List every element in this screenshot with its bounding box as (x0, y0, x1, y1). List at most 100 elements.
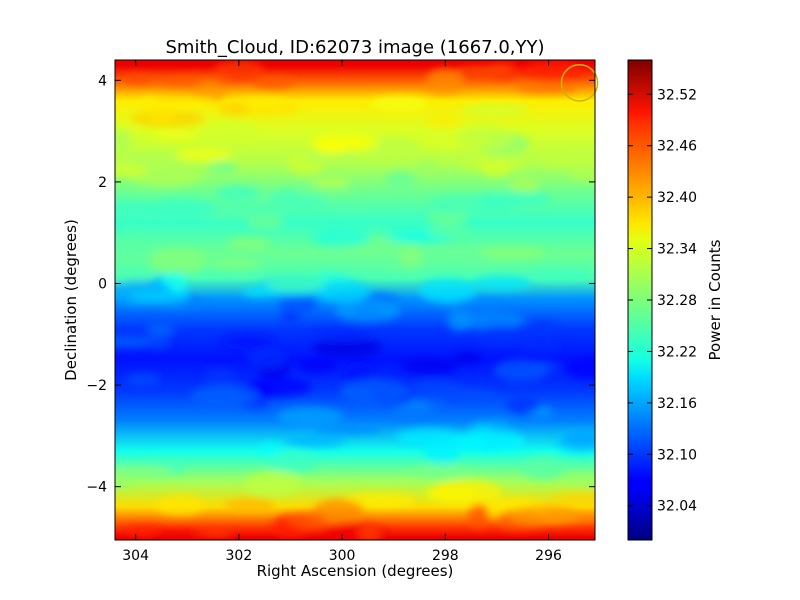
heatmap-patch (124, 373, 161, 387)
heatmap-patch (454, 66, 513, 76)
heatmap-patch (144, 198, 216, 220)
heatmap-patch (509, 505, 581, 525)
heatmap-patch (515, 81, 578, 94)
heatmap-patch (484, 203, 512, 213)
heatmap-patch (221, 334, 277, 350)
heatmap-patch (251, 76, 295, 89)
heatmap-patch (460, 102, 530, 118)
heatmap-patch (115, 164, 148, 177)
heatmap-patch (305, 152, 358, 163)
heatmap-patch (371, 95, 429, 113)
heatmap-patch (568, 171, 595, 180)
heatmap-patch (155, 494, 205, 516)
heatmap-patch (309, 327, 374, 342)
heatmap-patch (312, 227, 371, 247)
heatmap-patch (424, 440, 461, 465)
heatmap-patch (276, 406, 344, 427)
heatmap-patch (115, 127, 133, 154)
heatmap-patch (427, 225, 472, 238)
heatmap-patch (145, 322, 175, 338)
heatmap-patch (407, 248, 478, 261)
colorbar-tick-label: 32.40 (657, 190, 697, 206)
heatmap-patch (247, 348, 288, 369)
heatmap-patch (453, 351, 482, 364)
y-tick-label: −2 (86, 378, 107, 394)
heatmap-patch (148, 335, 172, 350)
heatmap-patch (472, 275, 532, 291)
heatmap-patch (563, 474, 595, 485)
heatmap-patch (343, 492, 418, 507)
heatmap-patch (400, 358, 459, 376)
beam-marker (560, 64, 599, 102)
heatmap-patch (123, 73, 151, 84)
heatmap-patch (153, 131, 199, 140)
heatmap-patch (115, 466, 175, 477)
colorbar-tick-label: 32.46 (657, 139, 697, 155)
heatmap-patch (115, 239, 153, 260)
colorbar-label: Power in Counts (706, 239, 724, 360)
heatmap-patch (521, 338, 562, 351)
heatmap-patch (476, 326, 525, 346)
heatmap-patch (115, 200, 156, 223)
x-tick-label: 300 (329, 548, 356, 564)
heatmap-patch (312, 337, 382, 358)
heatmap-patch (259, 442, 283, 456)
y-tick-label: 0 (98, 276, 107, 292)
heatmap-patch (506, 397, 541, 414)
x-tick-label: 296 (535, 548, 562, 564)
colorbar: 32.52 32.46 32.40 32.34 32.28 32.22 32.16 32.10… (627, 59, 697, 541)
heatmap-patch (426, 212, 468, 225)
heatmap-patch (190, 384, 259, 408)
x-tick-label: 304 (122, 548, 149, 564)
heatmap-patch (478, 191, 551, 207)
heatmap-patch (298, 358, 338, 373)
heatmap-patch (278, 295, 317, 315)
heatmap-patch (148, 530, 210, 540)
heatmap-patch (285, 432, 346, 448)
heatmap-patch (148, 249, 209, 275)
heatmap-patch (208, 161, 238, 176)
heatmap-patch (224, 498, 276, 513)
x-axis: 304 302 300 298 296 (122, 60, 562, 564)
heatmap-patch (127, 162, 203, 187)
plot-frame (114, 59, 596, 541)
colorbar-tick-label: 32.04 (657, 499, 697, 515)
heatmap-patch (209, 259, 262, 270)
colorbar-tick-label: 32.52 (657, 87, 697, 103)
heatmap-patch (200, 208, 268, 220)
colorbar-tick-label: 32.10 (657, 447, 697, 463)
heatmap-patch (219, 101, 250, 116)
heatmap-patch (398, 245, 424, 267)
heatmap-patch (425, 68, 465, 94)
heatmap-patch (418, 278, 477, 304)
heatmap-patch (312, 499, 365, 523)
colorbar-tick-label: 32.22 (657, 344, 697, 360)
heatmap-patch (310, 177, 351, 188)
heatmap-patch (456, 126, 513, 151)
chart-title: Smith_Cloud, ID:62073 image (1667.0,YY) (165, 37, 544, 58)
heatmap-patch (479, 247, 546, 260)
colorbar-tick-label: 32.28 (657, 293, 697, 309)
heatmap-patch (244, 470, 302, 497)
heatmap-patch (115, 268, 150, 284)
heatmap-patch (561, 430, 595, 448)
x-axis-label: Right Ascension (degrees) (257, 562, 454, 580)
heatmap-patch (216, 185, 260, 201)
heatmap-patch (200, 120, 260, 142)
heatmap-patch (295, 183, 359, 196)
heatmap-patch (247, 377, 312, 397)
colorbar-tick-label: 32.16 (657, 396, 697, 412)
heatmap-patch (468, 503, 489, 529)
heatmap-patch (565, 358, 595, 380)
y-axis: 4 2 0 −2 −4 (86, 73, 595, 496)
heatmap-patch (415, 160, 437, 173)
heatmap-patch (314, 279, 371, 303)
heatmap-patch (528, 320, 556, 335)
heatmap-patch (455, 430, 526, 452)
heatmap-patch (405, 380, 464, 404)
heatmap-patch (523, 60, 584, 81)
heatmap-patch (385, 171, 416, 188)
colorbar-tick-label: 32.34 (657, 242, 697, 258)
heatmap-patch (522, 455, 565, 480)
